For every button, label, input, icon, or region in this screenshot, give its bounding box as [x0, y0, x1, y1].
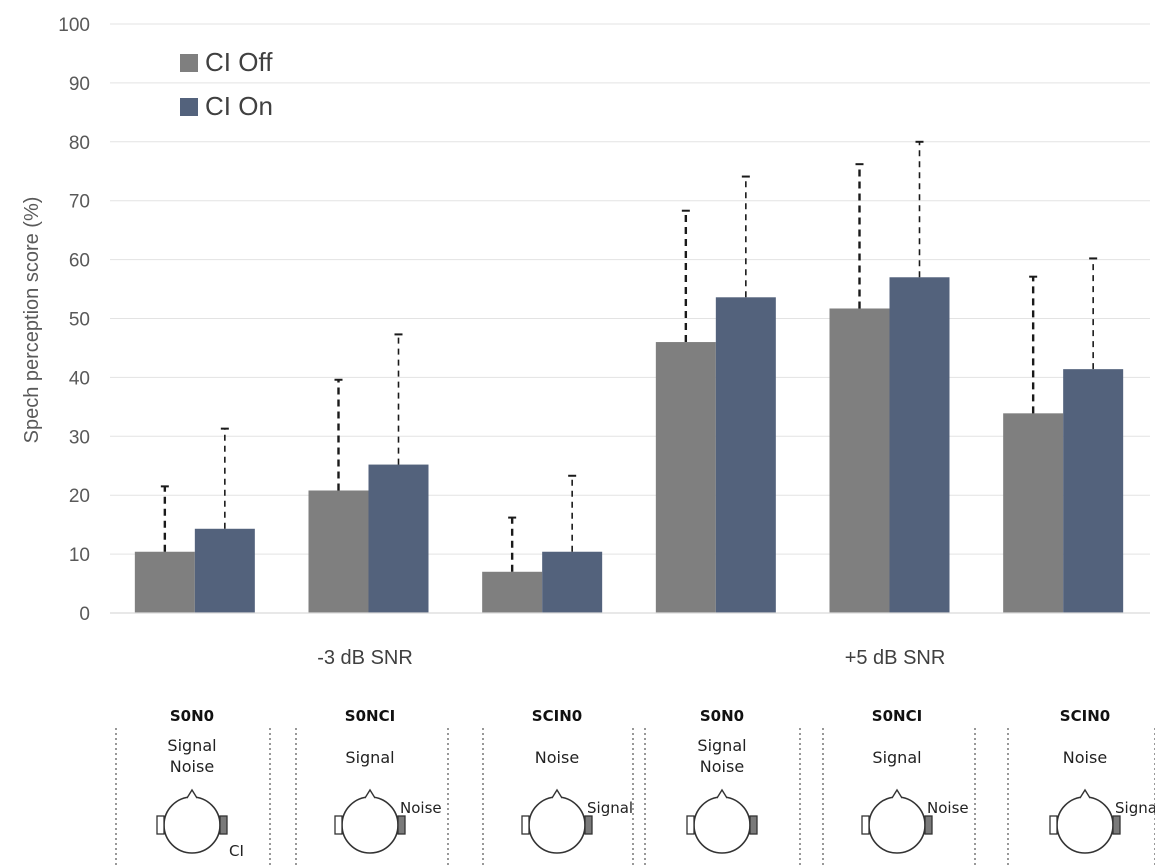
bar-ci-off: [829, 308, 890, 613]
condition-panel: SCIN0 Noise Signal: [1049, 707, 1155, 854]
legend: CI Off CI On: [180, 47, 273, 121]
y-tick-label: 80: [69, 133, 90, 154]
y-tick-label: 40: [69, 368, 90, 389]
bar-ci-off: [308, 490, 369, 613]
bar-ci-off: [134, 551, 195, 613]
condition-text: Signal: [167, 736, 216, 755]
y-tick-label: 20: [69, 486, 90, 507]
ear-label: Noise: [400, 799, 442, 817]
condition-title: SCIN0: [1060, 707, 1110, 725]
y-tick-label: 90: [69, 74, 90, 95]
bar-ci-on: [368, 464, 429, 613]
bar-ci-on: [715, 297, 776, 613]
bar-ci-off: [655, 342, 716, 613]
ear-label: CI: [229, 842, 244, 860]
condition-text: Noise: [535, 748, 579, 767]
legend-swatch-ci-off: [180, 54, 198, 72]
grid-lines: [110, 23, 1150, 555]
head-icon: [1049, 788, 1121, 854]
group-label-minus3: -3 dB SNR: [317, 647, 413, 669]
condition-text: Noise: [700, 757, 744, 776]
y-tick-label: 100: [58, 15, 90, 36]
ci-device-icon: [1112, 815, 1121, 835]
bar-ci-on: [1063, 369, 1124, 613]
y-tick-label: 30: [69, 427, 90, 448]
head-icon: [521, 788, 593, 854]
legend-label-ci-on: CI On: [205, 91, 273, 121]
legend-swatch-ci-on: [180, 98, 198, 116]
condition-panel: S0NCI Signal Noise: [861, 707, 969, 854]
error-bars: [160, 140, 1098, 572]
ci-device-icon: [924, 815, 933, 835]
condition-text: Noise: [170, 757, 214, 776]
condition-panel: S0N0 Signal Noise: [686, 707, 758, 854]
legend-label-ci-off: CI Off: [205, 47, 273, 77]
condition-text: Signal: [697, 736, 746, 755]
group-label-plus5: +5 dB SNR: [845, 647, 946, 669]
condition-panel: S0NCI Signal Noise: [334, 707, 442, 854]
head-icon: [156, 788, 228, 854]
condition-title: S0NCI: [345, 707, 395, 725]
condition-title: S0N0: [170, 707, 214, 725]
condition-title: S0NCI: [872, 707, 922, 725]
y-tick-label: 0: [79, 604, 90, 625]
ear-label: Noise: [927, 799, 969, 817]
bar-ci-off: [482, 571, 543, 613]
ci-device-icon: [397, 815, 406, 835]
y-axis-ticks: 0 10 20 30 40 50 60 70 80 90 100: [58, 15, 90, 625]
y-tick-label: 50: [69, 310, 90, 331]
bars: [134, 277, 1124, 613]
bar-ci-on: [194, 528, 255, 613]
ci-device-icon: [584, 815, 593, 835]
head-icon: [861, 788, 933, 854]
condition-text: Signal: [872, 748, 921, 767]
condition-title: S0N0: [700, 707, 744, 725]
bar-ci-on: [889, 277, 950, 613]
y-tick-label: 70: [69, 192, 90, 213]
condition-panel: SCIN0 Noise Signal: [521, 707, 633, 854]
bar-ci-on: [542, 551, 603, 613]
condition-text: Signal: [345, 748, 394, 767]
ear-label: Signal: [1115, 799, 1155, 817]
listening-conditions: S0N0 Signal Noise CI S0NCI Signal Noise SCIN0 No…: [115, 707, 1155, 865]
head-icon: [334, 788, 406, 854]
y-tick-label: 60: [69, 251, 90, 272]
bar-ci-off: [1003, 413, 1064, 613]
condition-panel: S0N0 Signal Noise CI: [156, 707, 244, 860]
ear-label: Signal: [587, 799, 633, 817]
ci-device-icon: [219, 815, 228, 835]
ci-device-icon: [749, 815, 758, 835]
y-axis-label: Spech perception score (%): [21, 197, 43, 444]
head-icon: [686, 788, 758, 854]
condition-title: SCIN0: [532, 707, 582, 725]
y-tick-label: 10: [69, 545, 90, 566]
condition-text: Noise: [1063, 748, 1107, 767]
